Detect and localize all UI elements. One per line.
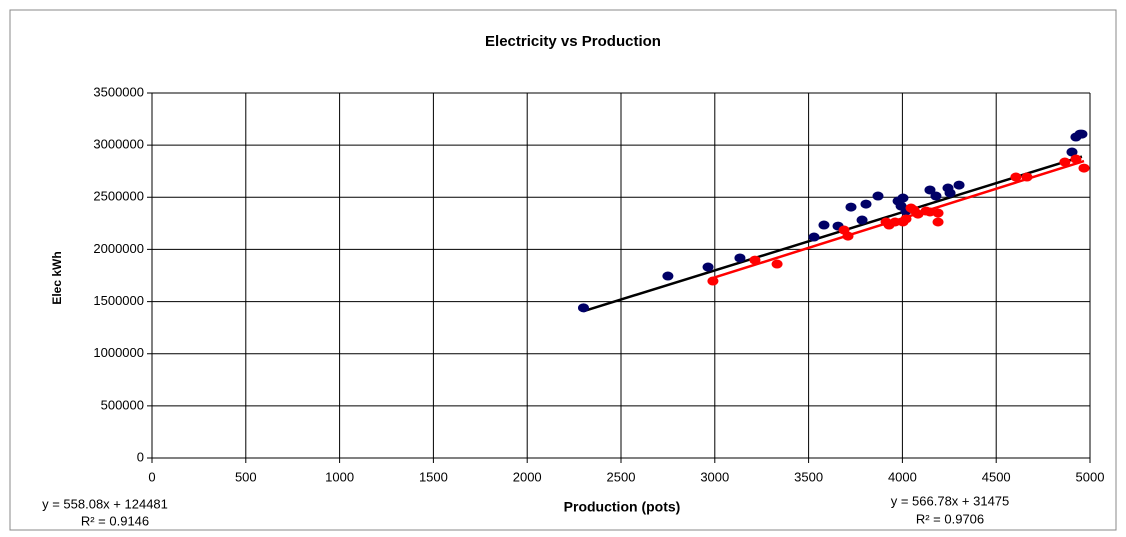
point xyxy=(897,193,909,203)
trend-r2: R² = 0.9146 xyxy=(81,513,149,528)
x-tick-label: 4500 xyxy=(982,469,1011,484)
y-tick-label: 0 xyxy=(137,449,144,464)
x-tick-label: 4000 xyxy=(888,469,917,484)
point xyxy=(818,220,830,230)
point xyxy=(1076,129,1088,139)
point xyxy=(707,276,719,286)
point xyxy=(953,180,965,190)
x-tick-label: 500 xyxy=(235,469,257,484)
point xyxy=(944,188,956,198)
point xyxy=(1070,154,1082,164)
point xyxy=(1066,147,1078,157)
x-tick-label: 0 xyxy=(148,469,155,484)
x-tick-label: 1500 xyxy=(419,469,448,484)
point xyxy=(930,191,942,201)
point xyxy=(1021,172,1033,182)
point xyxy=(1078,163,1090,173)
x-tick-label: 2500 xyxy=(607,469,636,484)
x-tick-label: 5000 xyxy=(1076,469,1105,484)
point xyxy=(845,202,857,212)
chart-frame xyxy=(9,9,1117,531)
y-tick-label: 500000 xyxy=(101,397,144,412)
point xyxy=(771,259,783,269)
point xyxy=(1010,172,1022,182)
point xyxy=(872,191,884,201)
point xyxy=(889,217,901,227)
y-tick-label: 2000000 xyxy=(93,241,144,256)
y-tick-label: 1000000 xyxy=(93,345,144,360)
y-tick-label: 1500000 xyxy=(93,293,144,308)
point xyxy=(924,185,936,195)
trend-r2: R² = 0.9706 xyxy=(916,511,984,526)
trend-equation: y = 558.08x + 124481 xyxy=(42,496,168,511)
point xyxy=(1059,157,1071,167)
point xyxy=(932,217,944,227)
point xyxy=(860,199,872,209)
x-tick-label: 1000 xyxy=(325,469,354,484)
x-tick-label: 2000 xyxy=(513,469,542,484)
point xyxy=(702,262,714,272)
trend-equation: y = 566.78x + 31475 xyxy=(891,493,1010,508)
x-tick-label: 3000 xyxy=(700,469,729,484)
chart-title: Electricity vs Production xyxy=(485,33,661,50)
point xyxy=(808,232,820,242)
y-tick-label: 3500000 xyxy=(93,84,144,99)
point xyxy=(749,255,761,265)
point xyxy=(900,214,912,224)
point xyxy=(924,207,936,217)
x-tick-label: 3500 xyxy=(794,469,823,484)
point xyxy=(662,271,674,281)
trendline xyxy=(583,155,1083,313)
y-axis-label: Elec kWh xyxy=(50,251,64,304)
point xyxy=(842,231,854,241)
y-tick-label: 2500000 xyxy=(93,189,144,204)
x-axis-label: Production (pots) xyxy=(564,499,681,515)
y-tick-label: 3000000 xyxy=(93,137,144,152)
point xyxy=(734,253,746,263)
point xyxy=(577,303,589,313)
point xyxy=(856,215,868,225)
point xyxy=(932,208,944,218)
